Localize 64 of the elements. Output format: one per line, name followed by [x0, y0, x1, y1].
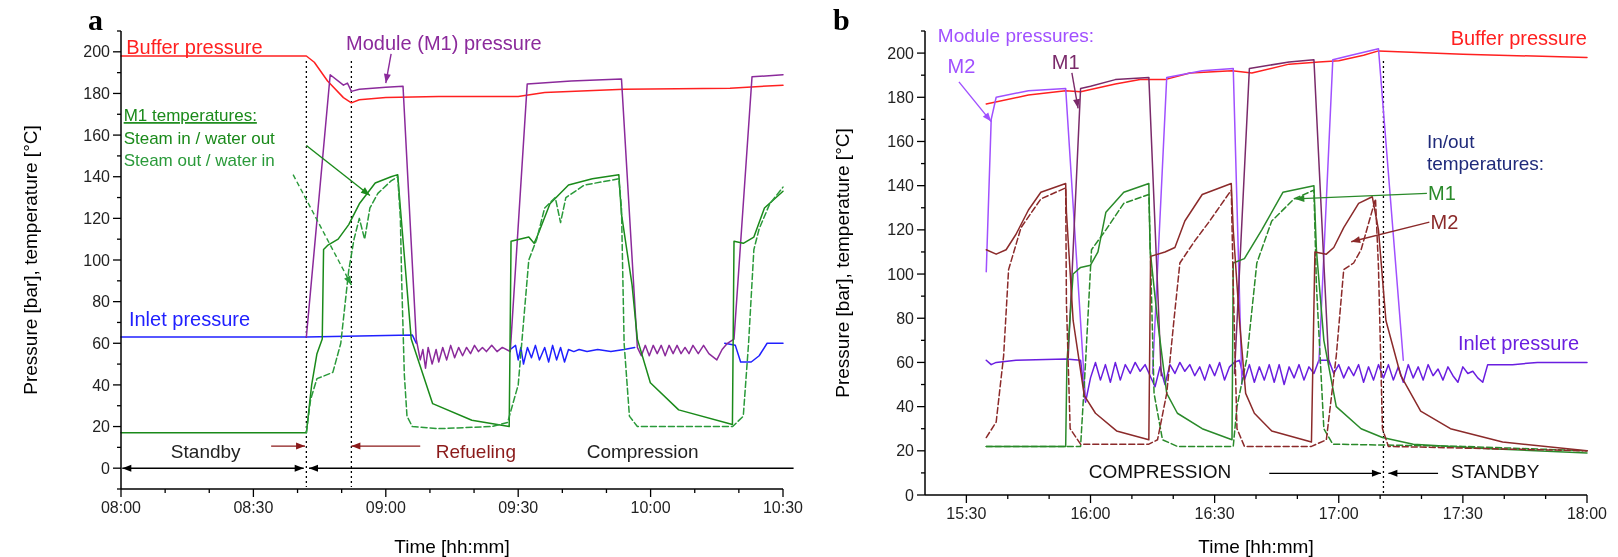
line-series [985, 50, 1588, 105]
y-tick-label: 40 [896, 398, 915, 416]
text: M1 [1428, 182, 1456, 205]
y-tick-label: 120 [887, 221, 915, 239]
annotation: STANDBY [1450, 461, 1540, 483]
annotation: Standby [170, 440, 242, 462]
y-axis-title: Pressure [bar], temperature [°C] [19, 125, 41, 395]
y-tick-label: 200 [83, 43, 111, 61]
y-tick-label: 80 [896, 309, 915, 327]
y-tick-label: 20 [92, 418, 111, 436]
legend-label: M2 [1430, 210, 1459, 233]
y-tick-label: 0 [905, 486, 915, 504]
x-tick-label: 16:30 [1194, 505, 1235, 522]
series-label: Inlet pressure [1457, 331, 1580, 354]
series-label: Module (M1) pressure [346, 32, 542, 55]
y-tick-label: 200 [887, 44, 915, 62]
series-label: M2 [947, 55, 976, 78]
legend-title: M1 temperatures: [123, 106, 257, 126]
x-tick-label: 08:00 [100, 499, 142, 516]
x-tick-label: 15:30 [946, 505, 987, 522]
y-tick-label: 140 [83, 168, 111, 186]
y-tick-label: 180 [887, 88, 915, 106]
chart-title: a [88, 3, 103, 36]
y-tick-label: 160 [83, 126, 111, 144]
x-tick-label: 08:30 [233, 499, 274, 516]
x-tick-label: 17:00 [1318, 505, 1359, 522]
x-tick-label: 17:30 [1442, 505, 1483, 522]
y-tick-label: 180 [83, 85, 111, 103]
y-axis-title: Pressure [bar], temperature [°C] [831, 128, 853, 398]
annotation: COMPRESSION [1088, 461, 1232, 483]
y-tick-label: 160 [887, 133, 915, 151]
annotation: Module pressures: [937, 25, 1095, 47]
series-label: M1 [1051, 50, 1080, 73]
x-tick-label: 09:00 [365, 499, 406, 516]
y-tick-label: 20 [896, 442, 915, 460]
line-series [985, 358, 1588, 403]
series-label: Buffer pressure [1450, 26, 1587, 49]
y-tick-label: 40 [92, 376, 111, 394]
y-tick-label: 100 [887, 265, 915, 283]
line-series [305, 73, 784, 370]
x-tick-label: 10:30 [762, 499, 804, 516]
line-series [120, 173, 784, 434]
chart-title: b [833, 3, 850, 36]
annotation: Compression [586, 440, 699, 462]
y-tick-label: 100 [83, 251, 111, 269]
y-tick-label: 0 [101, 459, 111, 477]
x-tick-label: 09:30 [498, 499, 539, 516]
series-label: Buffer pressure [126, 35, 263, 58]
y-tick-label: 60 [896, 354, 915, 372]
annotation: In/out temperatures: [1426, 131, 1545, 174]
y-tick-label: 60 [92, 334, 111, 352]
y-tick-label: 120 [83, 209, 111, 227]
line-series [305, 175, 784, 434]
text: Steam in / water out [123, 128, 276, 148]
x-axis-title: Time [hh:mm] [394, 536, 510, 557]
y-tick-label: 80 [92, 293, 111, 311]
series-label: Inlet pressure [128, 308, 251, 331]
annotation: Refueling [435, 440, 516, 462]
x-tick-label: 18:00 [1566, 505, 1608, 522]
y-tick-label: 140 [887, 177, 915, 195]
x-axis-title: Time [hh:mm] [1198, 536, 1314, 557]
text: Steam out / water in [123, 151, 275, 171]
x-tick-label: 10:00 [630, 499, 671, 516]
x-tick-label: 16:00 [1070, 505, 1111, 522]
